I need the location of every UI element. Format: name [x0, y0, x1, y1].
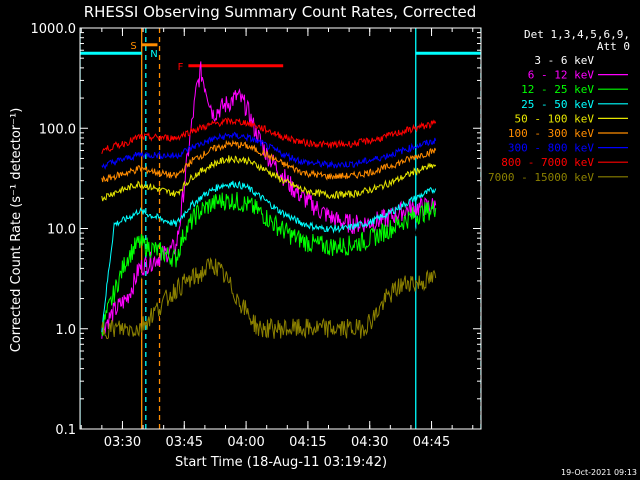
- flag-n-label: N: [150, 49, 157, 60]
- legend-header-line-1: Det 1,3,4,5,6,9,: [524, 28, 630, 41]
- legend-label: 50 - 100 keV: [515, 112, 595, 125]
- legend-label: 25 - 50 keV: [521, 98, 594, 111]
- y-tick-label: 100.0: [39, 122, 76, 137]
- chart-title: RHESSI Observing Summary Count Rates, Co…: [84, 3, 477, 21]
- series-layer: [101, 61, 437, 349]
- legend-label: 6 - 12 keV: [528, 69, 595, 82]
- series-line-8: [101, 256, 437, 340]
- x-tick-label: 04:30: [351, 435, 388, 450]
- flag-f-label: F: [178, 62, 184, 73]
- series-line-3: [101, 180, 437, 332]
- x-axis-label: Start Time (18-Aug-11 03:19:42): [175, 455, 387, 470]
- y-tick-label: 1000.0: [31, 22, 77, 37]
- x-tick-label: 04:00: [227, 435, 264, 450]
- legend-label: 100 - 300 keV: [508, 127, 594, 140]
- series-line-4: [101, 155, 437, 202]
- axes-layer: 0.1 1.0 10.0 100.0 1000.0 03:30 03:45 04:00 04:1…: [31, 22, 482, 450]
- series-line-5: [101, 139, 437, 183]
- legend-label: 7000 - 15000 keV: [488, 171, 594, 184]
- series-line-7: [101, 117, 437, 154]
- y-tick-label: 0.1: [55, 423, 76, 438]
- legend-label: 300 - 800 keV: [508, 142, 594, 155]
- y-tick-label: 1.0: [55, 323, 76, 338]
- legend-label: 3 - 6 keV: [534, 54, 594, 67]
- legend-header: Det 1,3,4,5,6,9, Att 0: [524, 28, 630, 53]
- y-tick-label: 10.0: [47, 223, 76, 238]
- legend-label: 12 - 25 keV: [521, 83, 594, 96]
- legend-label: 800 - 7000 keV: [501, 156, 594, 169]
- y-axis-label: Corrected Count Rate (s⁻¹ detector⁻¹): [9, 108, 24, 353]
- series-line-6: [101, 131, 437, 170]
- flag-s-label: S: [130, 41, 136, 52]
- x-tick-label: 03:30: [104, 435, 141, 450]
- timestamp: 19-Oct-2021 09:13: [561, 468, 637, 477]
- series-line-2: [101, 191, 437, 337]
- x-tick-label: 04:45: [413, 435, 450, 450]
- legend-header-line-2: Att 0: [597, 40, 630, 53]
- annotation-layer: [80, 28, 481, 429]
- x-tick-label: 04:15: [289, 435, 326, 450]
- x-tick-label: 03:45: [166, 435, 203, 450]
